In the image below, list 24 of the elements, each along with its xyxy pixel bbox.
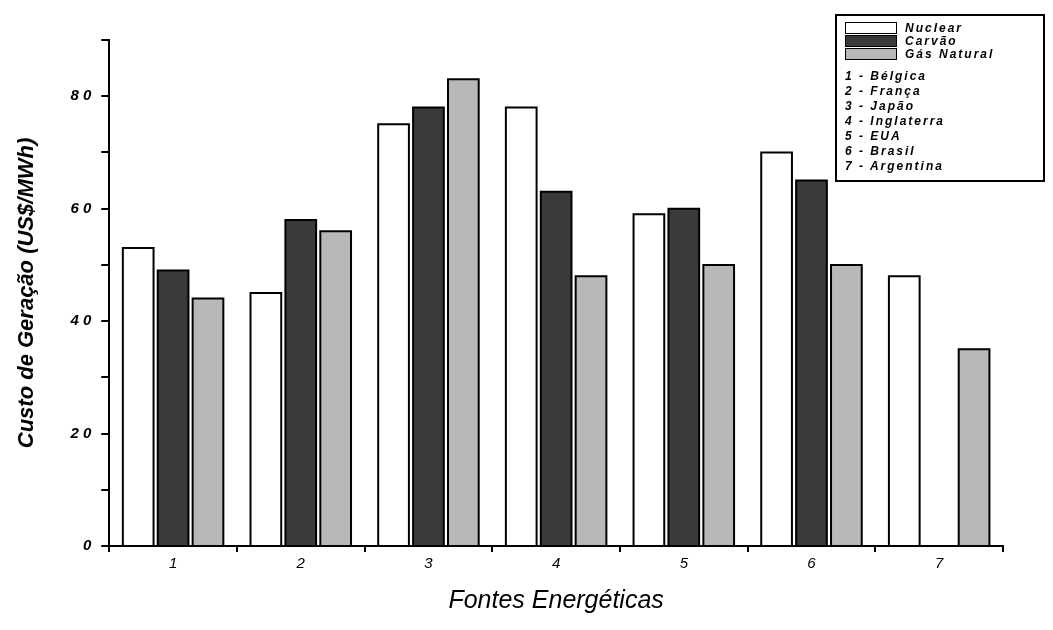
legend-label: Gás Natural [905, 47, 995, 61]
y-tick-label: 2 0 [69, 423, 92, 441]
annotation: 4 - Inglaterra [845, 114, 947, 129]
x-tick-label: 6 [807, 554, 817, 572]
y-tick-label: 8 0 [70, 86, 92, 104]
x-tick-label: 3 [424, 554, 434, 572]
x-tick-label: 4 [551, 554, 561, 572]
x-tick-label: 7 [934, 554, 944, 572]
y-tick-label: 4 0 [69, 311, 92, 329]
annotation: 2 - França [845, 84, 923, 99]
annotation: 6 - Brasil [845, 144, 917, 159]
x-tick-label: 2 [295, 554, 306, 572]
annotation: 7 - Argentina [845, 159, 945, 174]
annotation: 5 - EUA [845, 129, 903, 144]
annotation: 1 - Bélgica [845, 69, 929, 84]
y-tick-label: 0 [82, 536, 92, 554]
x-tick-label: 1 [168, 554, 178, 572]
y-axis-title: Custo de Geração (US$/MWh) [13, 137, 39, 449]
annotation: 3 - Japão [845, 99, 917, 114]
legend-label: Carvão [905, 34, 959, 48]
y-tick-label: 6 0 [70, 198, 92, 216]
legend-label: Nuclear [905, 21, 965, 35]
x-tick-label: 5 [679, 554, 689, 572]
x-axis-title: Fontes Energéticas [448, 584, 664, 613]
